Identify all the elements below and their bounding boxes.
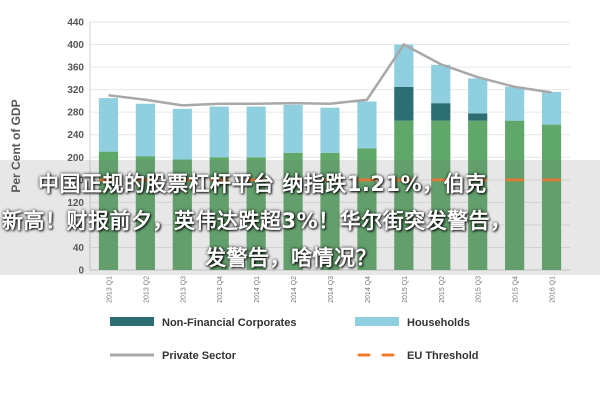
legend-swatch bbox=[110, 317, 154, 326]
bar-corporates bbox=[135, 156, 155, 270]
bar-corporates bbox=[431, 120, 451, 271]
y-tick-label: 280 bbox=[67, 108, 84, 119]
x-tick-label: 2014 Q2 bbox=[291, 276, 298, 303]
y-tick-label: 440 bbox=[67, 18, 84, 29]
bar-corporates bbox=[394, 120, 414, 271]
y-tick-label: 320 bbox=[67, 85, 84, 96]
bar-corporates bbox=[505, 120, 525, 271]
x-tick-label: 2015 Q3 bbox=[476, 276, 483, 303]
x-tick-label: 2015 Q1 bbox=[402, 276, 409, 303]
x-tick-label: 2013 Q2 bbox=[143, 276, 150, 303]
bar-corporates bbox=[541, 124, 562, 270]
x-tick-label: 2014 Q1 bbox=[254, 276, 261, 303]
bar-households bbox=[468, 78, 488, 114]
x-tick-label: 2013 Q4 bbox=[217, 276, 224, 303]
bar-corporates-excess bbox=[394, 86, 414, 121]
bar-households bbox=[135, 103, 155, 157]
bar-corporates bbox=[320, 152, 340, 270]
x-tick-label: 2014 Q3 bbox=[328, 276, 335, 303]
bar-corporates bbox=[468, 120, 488, 271]
bar-households bbox=[320, 107, 340, 153]
bar-households bbox=[98, 98, 119, 152]
x-tick-label: 2015 Q2 bbox=[439, 276, 446, 303]
x-tick-label: 2013 Q1 bbox=[106, 276, 113, 303]
x-tick-label: 2015 Q4 bbox=[513, 276, 520, 303]
bar-households bbox=[209, 106, 229, 158]
y-tick-label: 80 bbox=[73, 220, 85, 231]
bar-corporates bbox=[209, 157, 229, 270]
y-tick-label: 360 bbox=[67, 63, 84, 74]
bar-corporates-excess bbox=[431, 103, 451, 121]
bar-households bbox=[283, 104, 303, 153]
y-tick-label: 40 bbox=[73, 243, 85, 254]
bar-corporates bbox=[98, 151, 119, 270]
y-tick-label: 0 bbox=[78, 266, 84, 277]
bar-corporates bbox=[246, 157, 266, 270]
y-tick-label: 400 bbox=[67, 40, 84, 51]
bar-households bbox=[246, 106, 266, 158]
bar-corporates bbox=[283, 152, 303, 270]
bar-households bbox=[541, 91, 562, 125]
y-tick-label: 120 bbox=[67, 198, 84, 209]
x-tick-label: 2014 Q4 bbox=[365, 276, 372, 303]
bar-corporates-excess bbox=[468, 113, 488, 121]
legend-swatch bbox=[355, 317, 399, 326]
legend-label: EU Threshold bbox=[407, 350, 479, 362]
x-tick-label: 2016 Q1 bbox=[550, 276, 557, 303]
y-tick-label: 160 bbox=[67, 175, 84, 186]
y-axis-label: Per Cent of GDP bbox=[9, 99, 23, 192]
y-tick-label: 200 bbox=[67, 153, 84, 164]
legend-label: Non-Financial Corporates bbox=[162, 317, 296, 329]
bar-corporates bbox=[357, 148, 377, 270]
bar-households bbox=[431, 64, 451, 104]
y-tick-label: 240 bbox=[67, 130, 84, 141]
x-tick-label: 2013 Q3 bbox=[180, 276, 187, 303]
bar-households bbox=[394, 44, 414, 87]
legend-label: Households bbox=[407, 317, 470, 329]
legend-label: Private Sector bbox=[162, 350, 237, 362]
private-sector-line bbox=[108, 42, 552, 107]
bar-corporates bbox=[172, 159, 192, 270]
bar-households bbox=[357, 101, 377, 149]
bar-households bbox=[505, 86, 525, 121]
bar-households bbox=[172, 108, 192, 160]
